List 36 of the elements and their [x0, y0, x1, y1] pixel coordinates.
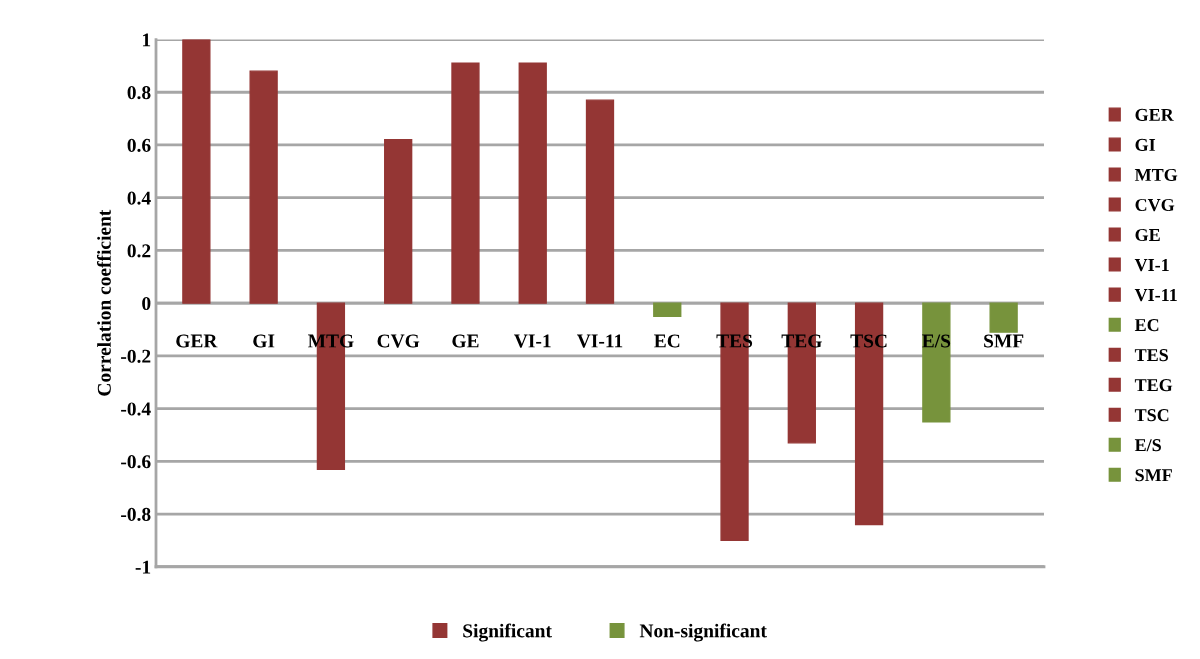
x-tick-label: SMF	[984, 334, 1024, 348]
category-label: TSC	[1134, 409, 1169, 422]
y-tick-label: 0.2	[127, 244, 151, 258]
y-tick-label: -0.2	[121, 349, 151, 363]
x-tick-label: EC	[654, 334, 680, 348]
category-label: TES	[1134, 349, 1168, 362]
x-tick-label: GER	[176, 334, 218, 348]
category-label: GI	[1135, 138, 1156, 151]
legend-label: Non-significant	[639, 623, 767, 642]
category-label: VI-1	[1134, 259, 1169, 272]
y-tick-label: 0.8	[127, 86, 151, 100]
y-tick-label: -0.6	[121, 455, 151, 469]
y-tick-label: -0.4	[121, 402, 151, 416]
x-tick-label: VI-1	[514, 334, 551, 348]
category-label: CVG	[1135, 198, 1175, 212]
y-tick-label: 0	[142, 296, 151, 311]
x-tick-label: GI	[253, 334, 275, 348]
y-tick-label: 0.4	[127, 191, 151, 205]
y-tick-label: -1	[135, 560, 151, 574]
y-tick-label: 0.6	[127, 138, 151, 152]
x-tick-label: VI-11	[576, 334, 623, 348]
y-tick-label: 1	[142, 33, 151, 47]
y-tick-label: -0.8	[121, 507, 151, 522]
x-tick-label: GE	[452, 334, 479, 348]
category-label: SMF	[1135, 469, 1172, 482]
category-label: GER	[1135, 108, 1174, 121]
x-tick-label: E/S	[922, 334, 951, 348]
category-label: TEG	[1134, 379, 1173, 392]
category-label: EC	[1134, 319, 1159, 332]
category-label: E/S	[1134, 439, 1161, 452]
category-label: VI-11	[1134, 289, 1177, 302]
x-tick-label: CVG	[377, 334, 420, 348]
category-label: GE	[1135, 228, 1160, 242]
y-axis-title: Correlation coefficient	[96, 209, 111, 396]
legend-label: Significant	[463, 623, 552, 642]
category-label: MTG	[1134, 168, 1178, 182]
